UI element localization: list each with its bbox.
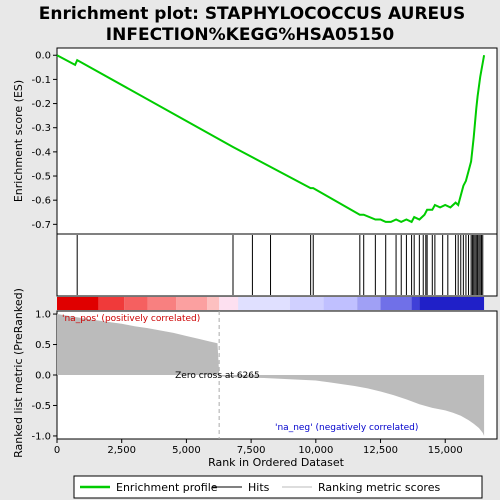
metric-y-tick-label: -0.5	[31, 401, 51, 412]
colorbar-segment	[419, 297, 485, 310]
metric-y-tick-label: -1.0	[31, 431, 51, 442]
rank-colorbar	[57, 297, 485, 310]
metric-x-tick-label: 12,500	[363, 445, 398, 456]
es-y-tick-label: -0.2	[31, 99, 51, 110]
colorbar-segment	[124, 297, 148, 310]
colorbar-segment	[57, 297, 99, 310]
colorbar-segment	[98, 297, 125, 310]
hits-panel	[56, 233, 498, 297]
metric-x-axis: 0 2,500 5,000 7,500 10,000 12,500 15,000	[54, 439, 463, 456]
es-y-tick-label: 0.0	[35, 51, 51, 62]
es-y-tick-label: -0.6	[31, 196, 51, 207]
legend: Enrichment profile Hits Ranking metric sco…	[80, 481, 440, 494]
metric-x-label: Rank in Ordered Dataset	[208, 456, 345, 469]
es-y-tick-label: -0.1	[31, 75, 51, 86]
es-y-tick-label: -0.5	[31, 172, 51, 183]
es-y-axis: 0.0 -0.1 -0.2 -0.3 -0.4 -0.5 -0.6 -0.7	[31, 51, 57, 231]
colorbar-segment	[219, 297, 239, 310]
colorbar-segment	[380, 297, 412, 310]
pos-label: 'na_pos' (positively correlated)	[62, 314, 200, 324]
colorbar-segment	[411, 297, 420, 310]
legend-label: Ranking metric scores	[318, 481, 440, 494]
colorbar-segment	[207, 297, 220, 310]
metric-y-tick-label: 1.0	[35, 310, 51, 321]
legend-label: Enrichment profile	[116, 481, 218, 494]
es-y-tick-label: -0.4	[31, 147, 51, 158]
metric-y-tick-label: 0.0	[35, 371, 51, 382]
metric-x-tick-label: 7,500	[237, 445, 266, 456]
metric-x-tick-label: 5,000	[172, 445, 201, 456]
colorbar-segment	[289, 297, 324, 310]
metric-y-axis: 1.0 0.5 0.0 -0.5 -1.0	[31, 310, 57, 442]
es-y-tick-label: -0.7	[31, 220, 51, 231]
es-panel	[56, 47, 498, 235]
zero-cross-label: Zero cross at 6265	[175, 371, 260, 381]
colorbar-segment	[176, 297, 208, 310]
chart-title-line1: Enrichment plot: STAPHYLOCOCCUS AUREUS	[39, 4, 465, 24]
legend-label: Hits	[248, 481, 270, 494]
es-y-tick-label: -0.3	[31, 123, 51, 134]
ranking-metric-area	[57, 314, 485, 436]
metric-x-tick-label: 0	[54, 445, 60, 456]
colorbar-segment	[357, 297, 381, 310]
metric-x-tick-label: 10,000	[298, 445, 333, 456]
colorbar-segment	[147, 297, 177, 310]
metric-y-label: Ranked list metric (PreRanked)	[12, 288, 25, 458]
neg-label: 'na_neg' (negatively correlated)	[275, 423, 418, 433]
enrichment-profile-line	[56, 54, 486, 224]
colorbar-segment	[238, 297, 290, 310]
legend-box	[73, 475, 483, 499]
metric-x-tick-label: 15,000	[428, 445, 463, 456]
hit-markers	[76, 235, 484, 295]
es-y-label: Enrichment score (ES)	[12, 80, 25, 202]
colorbar-segment	[323, 297, 358, 310]
chart-title-line2: INFECTION%KEGG%HSA05150	[106, 25, 395, 45]
metric-y-tick-label: 0.5	[35, 340, 51, 351]
metric-x-tick-label: 2,500	[107, 445, 136, 456]
